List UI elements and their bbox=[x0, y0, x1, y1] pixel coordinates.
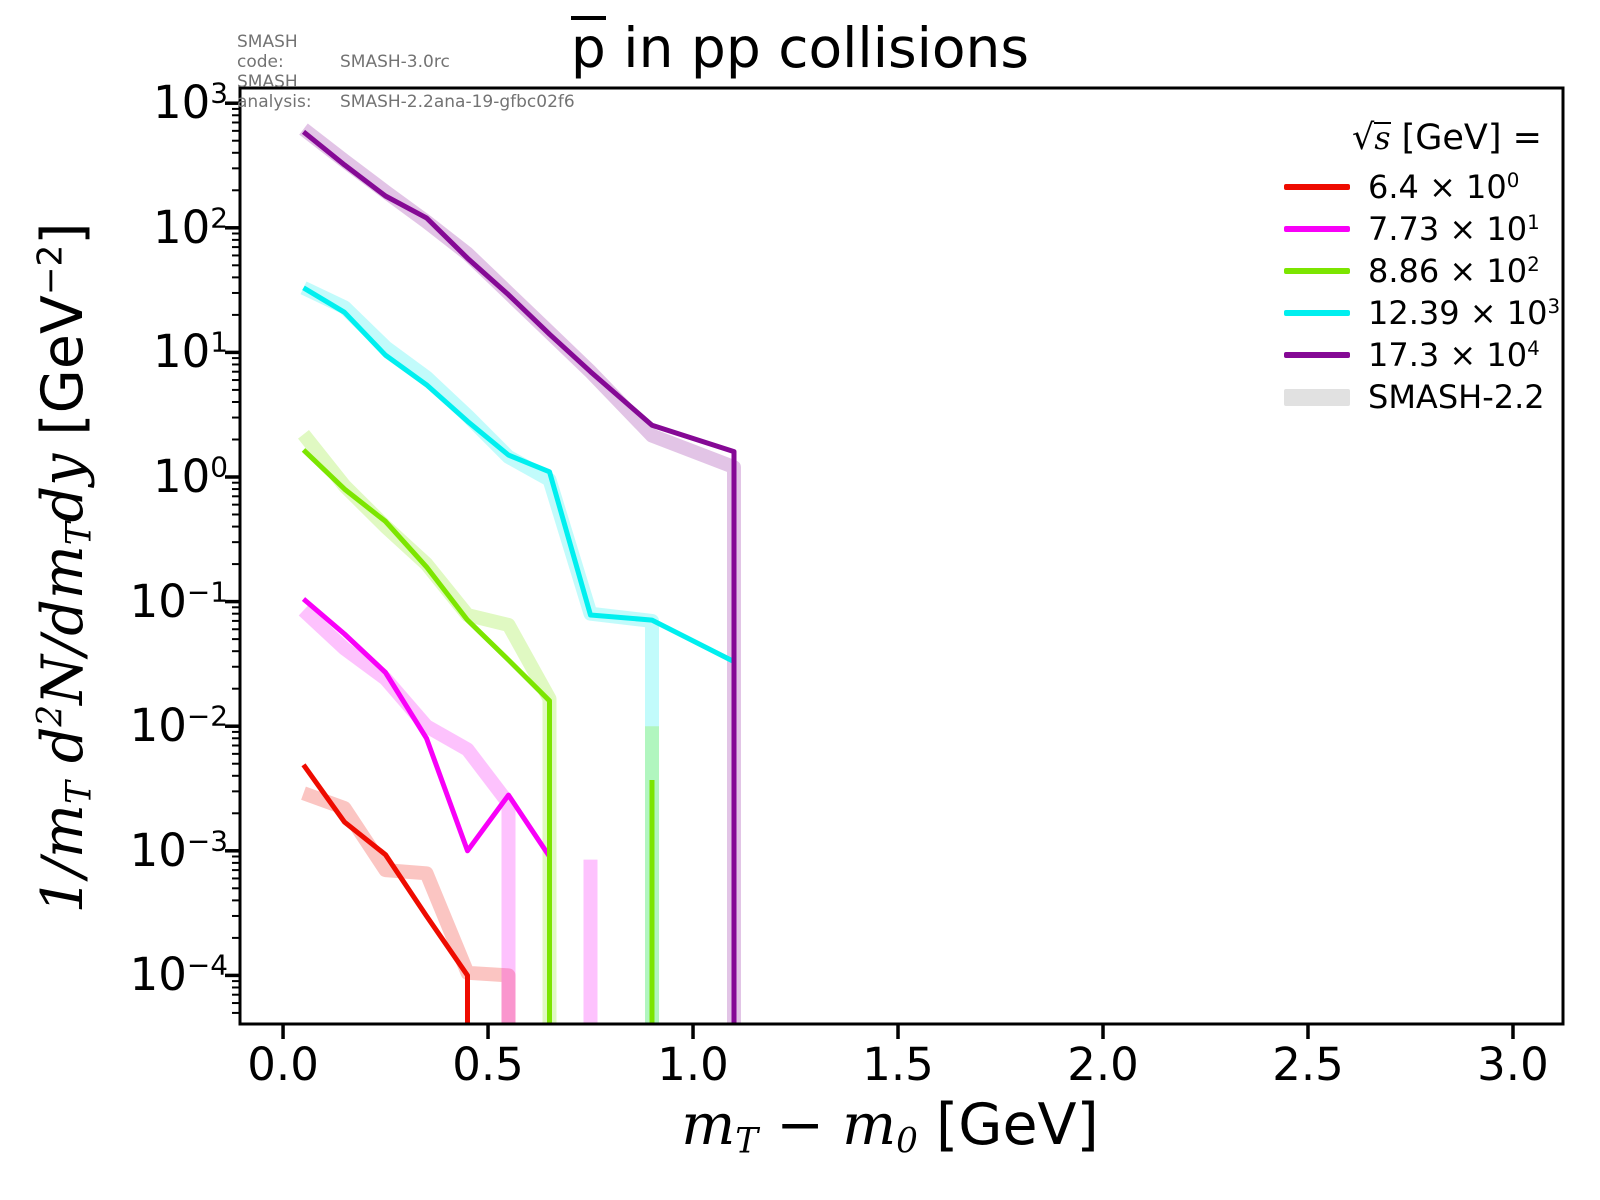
smash-analysis-label: SMASH analysis: bbox=[237, 72, 312, 112]
pbar-symbol: p bbox=[570, 16, 606, 80]
legend-swatch-icon bbox=[1284, 226, 1350, 232]
y-tick-label-10e-1: 10−1 bbox=[129, 574, 228, 628]
legend-swatch-icon bbox=[1284, 388, 1350, 406]
legend-entry-label: 17.3 × 104 bbox=[1368, 336, 1540, 374]
sqrt-arg: s bbox=[1374, 121, 1391, 157]
x-tick-label-2.0: 2.0 bbox=[1067, 1038, 1139, 1091]
y-tick-label-10e0: 100 bbox=[152, 450, 228, 503]
line-850995 bbox=[301, 129, 737, 1024]
legend-swatch-icon bbox=[1284, 184, 1350, 190]
plot-title: p in pp collisions bbox=[0, 16, 1600, 80]
legend: √s [GeV] = 6.4 × 100 7.73 × 101 8.86 × 102 1… bbox=[1252, 112, 1582, 418]
band-f800f8 bbox=[298, 605, 516, 1024]
legend-entry-7.73e1: 7.73 × 101 bbox=[1252, 208, 1582, 250]
legend-entry-label: SMASH-2.2 bbox=[1368, 378, 1545, 416]
legend-entry-6.4e0: 6.4 × 100 bbox=[1252, 166, 1582, 208]
plot-title-text: in pp collisions bbox=[605, 16, 1030, 80]
x-tick-label-0.0: 0.0 bbox=[247, 1038, 319, 1091]
band-00efef bbox=[300, 281, 659, 1024]
axis-label-part: 0 bbox=[896, 1121, 918, 1162]
corner-note: SMASH code: SMASH-3.0rc SMASH analysis: SM… bbox=[237, 32, 575, 112]
legend-entry-label: 8.86 × 102 bbox=[1368, 252, 1540, 290]
line-7ce500 bbox=[301, 448, 552, 1024]
y-tick-label-10e-3: 10−3 bbox=[129, 823, 228, 877]
legend-entry-SMASH-2.2: SMASH-2.2 bbox=[1252, 376, 1582, 418]
axis-label-part: [GeV] bbox=[917, 1092, 1099, 1158]
band-ee0b00 bbox=[301, 786, 516, 1024]
line-00efef bbox=[302, 285, 737, 1024]
legend-swatch-icon bbox=[1284, 310, 1350, 316]
sqrt-symbol: √ bbox=[1352, 118, 1375, 158]
legend-entry-label: 12.39 × 103 bbox=[1368, 294, 1561, 332]
x-tick-label-0.5: 0.5 bbox=[452, 1038, 524, 1091]
legend-entry-12.39e3: 12.39 × 103 bbox=[1252, 292, 1582, 334]
smash-code-label: SMASH code: bbox=[237, 32, 298, 72]
x-tick-label-2.5: 2.5 bbox=[1272, 1038, 1344, 1091]
y-tick-label-10e2: 102 bbox=[152, 200, 228, 254]
corner-note-line-2: SMASH analysis: SMASH-2.2ana-19-gfbc02f6 bbox=[237, 72, 575, 112]
smash-analysis-value: SMASH-2.2ana-19-gfbc02f6 bbox=[340, 92, 575, 112]
legend-entry-label: 7.73 × 101 bbox=[1368, 210, 1540, 248]
band-850995 bbox=[299, 123, 741, 1024]
legend-swatch-icon bbox=[1284, 268, 1350, 274]
legend-entry-8.86e2: 8.86 × 102 bbox=[1252, 250, 1582, 292]
smash-code-value: SMASH-3.0rc bbox=[340, 52, 450, 72]
corner-note-line-1: SMASH code: SMASH-3.0rc bbox=[237, 32, 575, 72]
legend-entry-17.3e4: 17.3 × 104 bbox=[1252, 334, 1582, 376]
axis-label-part: m bbox=[681, 1092, 736, 1158]
axis-label-part: m bbox=[842, 1092, 897, 1158]
legend-title-rest: [GeV] = bbox=[1390, 118, 1542, 158]
x-tick-label-1.0: 1.0 bbox=[657, 1038, 729, 1091]
axis-label-part: − bbox=[758, 1092, 843, 1158]
y-tick-label-10e3: 103 bbox=[152, 76, 228, 130]
x-tick-label-3.0: 3.0 bbox=[1477, 1038, 1549, 1091]
y-tick-label-10e-4: 10−4 bbox=[129, 948, 228, 1002]
y-tick-label-10e-2: 10−2 bbox=[129, 699, 228, 753]
y-tick-label-10e1: 101 bbox=[152, 325, 228, 379]
x-tick-labels: 0.0 0.5 1.0 1.5 2.0 2.5 3.0 bbox=[0, 1038, 1600, 1098]
x-tick-label-1.5: 1.5 bbox=[862, 1038, 934, 1091]
axis-label-part: T bbox=[735, 1121, 759, 1162]
legend-swatch-icon bbox=[1284, 352, 1350, 358]
x-axis-label: mT − m0 [GeV] bbox=[0, 1092, 1600, 1159]
legend-title: √s [GeV] = bbox=[1252, 112, 1582, 164]
axes-box bbox=[238, 86, 1565, 1026]
line-ee0b00 bbox=[301, 763, 470, 1024]
legend-entry-label: 6.4 × 100 bbox=[1368, 168, 1520, 206]
y-tick-labels: 103 102 101 100 10−1 10−2 10−3 10−4 bbox=[0, 0, 228, 1200]
line-f800f8 bbox=[301, 597, 552, 1024]
